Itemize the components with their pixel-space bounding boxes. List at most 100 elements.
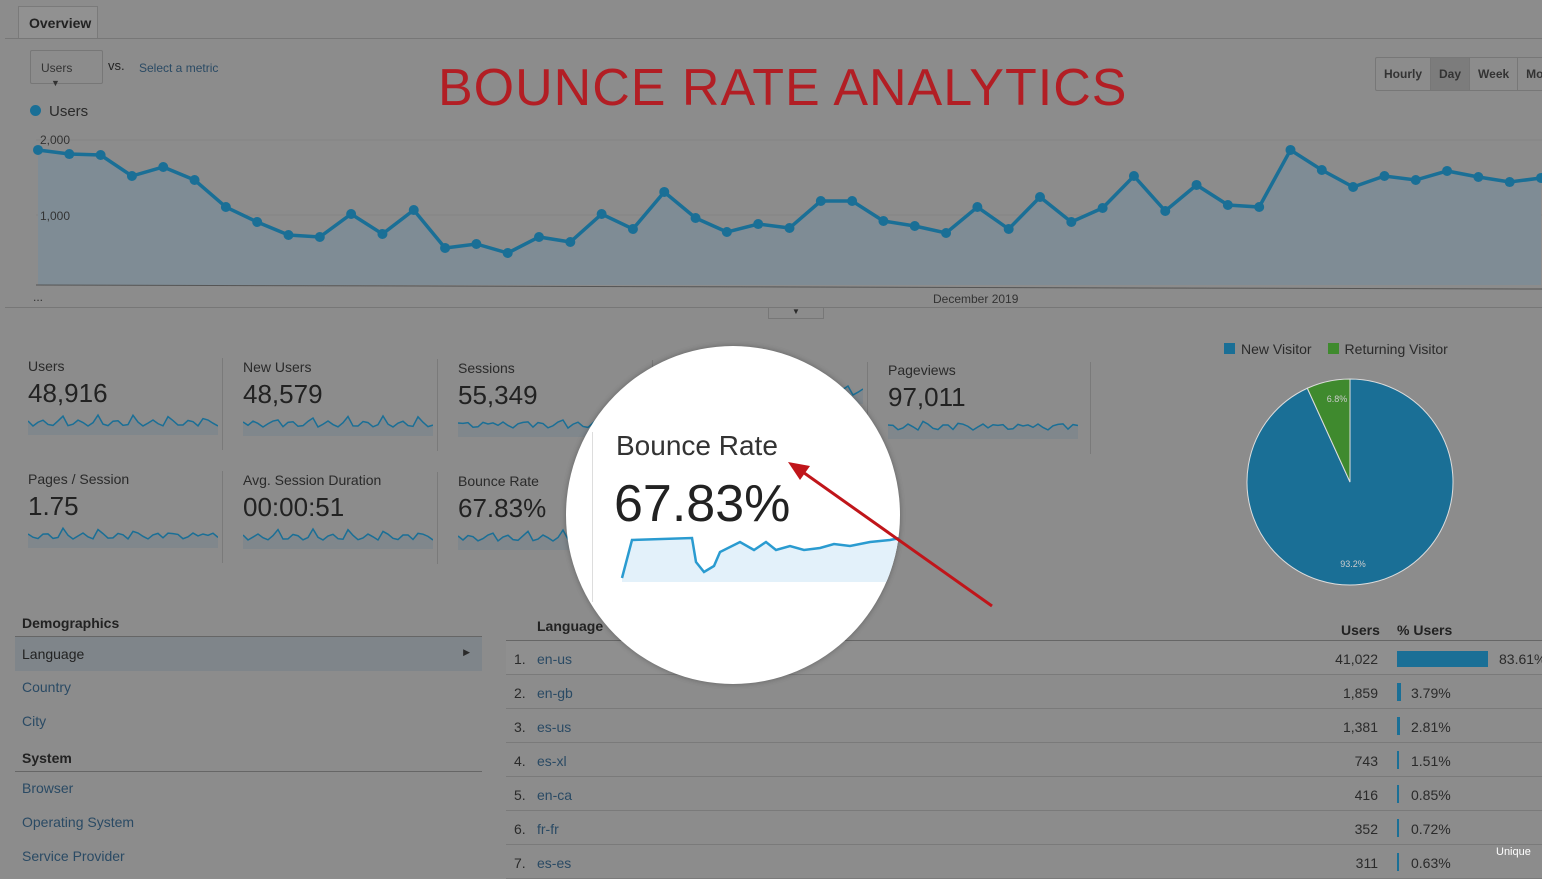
metric-select[interactable]: Users ▼ — [30, 50, 103, 88]
data-point[interactable] — [627, 224, 638, 234]
data-point[interactable] — [1191, 179, 1202, 190]
metric-new-users[interactable]: New Users 48,579 — [243, 359, 438, 451]
legend-square-icon — [1224, 343, 1235, 354]
data-point[interactable] — [314, 231, 325, 242]
data-point[interactable] — [1066, 217, 1077, 227]
data-point[interactable] — [252, 217, 263, 227]
data-point[interactable] — [126, 171, 137, 182]
select-metric-link[interactable]: Select a metric — [139, 61, 219, 75]
data-point[interactable] — [1254, 202, 1265, 213]
magnified-bounce-rate-label: Bounce Rate — [616, 430, 778, 461]
divider — [15, 771, 482, 772]
data-point[interactable] — [784, 223, 795, 234]
day-button[interactable]: Day — [1431, 58, 1471, 90]
data-point[interactable] — [596, 209, 607, 220]
data-point[interactable] — [1410, 175, 1421, 185]
divider — [5, 307, 1542, 308]
metric-pages-session[interactable]: Pages / Session 1.75 — [28, 471, 223, 563]
data-point[interactable] — [440, 242, 451, 253]
nav-browser[interactable]: Browser — [22, 780, 74, 796]
data-point[interactable] — [659, 186, 670, 197]
data-point[interactable] — [1504, 177, 1515, 188]
language-link[interactable]: es-us — [537, 719, 572, 735]
language-link[interactable]: en-ca — [537, 787, 573, 803]
data-point[interactable] — [158, 161, 169, 172]
metric-avg-session-duration[interactable]: Avg. Session Duration 00:00:51 — [243, 472, 438, 564]
data-point[interactable] — [909, 220, 920, 231]
headline: BOUNCE RATE ANALYTICS — [438, 59, 1128, 117]
data-point[interactable] — [1128, 171, 1139, 182]
data-point[interactable] — [1285, 144, 1296, 155]
users-value: 1,381 — [1342, 719, 1378, 735]
language-link[interactable]: en-us — [537, 651, 573, 667]
data-point[interactable] — [377, 228, 388, 239]
metric-sparkline — [28, 413, 218, 435]
metric-label: Users — [28, 358, 65, 374]
data-point[interactable] — [95, 150, 106, 161]
data-point[interactable] — [753, 219, 764, 230]
data-point[interactable] — [408, 205, 419, 216]
expand-chart-icon[interactable]: ▼ — [768, 307, 824, 319]
data-point[interactable] — [33, 144, 43, 155]
metric-users[interactable]: Users 48,916 — [28, 358, 223, 450]
data-point[interactable] — [1097, 203, 1108, 213]
data-point[interactable] — [972, 202, 983, 213]
data-point[interactable] — [1442, 165, 1453, 176]
data-point[interactable] — [847, 196, 858, 206]
data-point[interactable] — [1035, 192, 1045, 203]
row-index: 3. — [514, 719, 526, 735]
legend-dot-icon — [30, 105, 41, 116]
nav-language[interactable]: Language ▶ — [15, 637, 482, 671]
table-row: 6. fr-fr 352 0.72% — [506, 811, 1542, 845]
pie-slice-returning-visitor[interactable] — [1306, 378, 1351, 483]
data-point[interactable] — [565, 237, 576, 248]
metric-value: 48,579 — [243, 379, 323, 409]
data-point[interactable] — [941, 227, 952, 238]
data-point[interactable] — [1003, 224, 1014, 234]
data-point[interactable] — [878, 216, 889, 227]
language-link[interactable]: es-es — [537, 855, 572, 871]
users-value: 352 — [1354, 821, 1378, 837]
data-point[interactable] — [1222, 199, 1233, 210]
data-point[interactable] — [690, 213, 701, 224]
users-line-chart — [33, 139, 1542, 290]
data-point[interactable] — [283, 230, 294, 241]
data-point[interactable] — [64, 149, 75, 160]
data-point[interactable] — [1379, 171, 1390, 182]
data-point[interactable] — [1316, 164, 1327, 175]
pct-value: 0.85% — [1411, 787, 1451, 803]
week-button[interactable]: Week — [1470, 58, 1519, 90]
watermark: Unique — [1496, 846, 1531, 858]
data-point[interactable] — [471, 238, 482, 249]
hourly-button[interactable]: Hourly — [1376, 58, 1432, 90]
language-link[interactable]: fr-fr — [537, 821, 559, 837]
data-point[interactable] — [1473, 171, 1484, 182]
metric-sparkline — [243, 527, 433, 549]
data-point[interactable] — [815, 196, 826, 206]
tab-overview[interactable]: Overview — [18, 6, 98, 38]
data-point[interactable] — [346, 209, 357, 220]
nav-operating-system[interactable]: Operating System — [22, 814, 135, 830]
month-button[interactable]: Mon — [1518, 58, 1542, 90]
nav-city[interactable]: City — [22, 713, 47, 729]
x-label: December 2019 — [933, 292, 1019, 306]
row-index: 7. — [514, 855, 526, 871]
data-point[interactable] — [1536, 172, 1542, 183]
legend-label: New Visitor — [1241, 341, 1312, 357]
data-point[interactable] — [220, 202, 231, 213]
data-point[interactable] — [502, 248, 513, 259]
users-value: 41,022 — [1335, 651, 1378, 667]
row-index: 2. — [514, 685, 526, 701]
magnified-bounce-rate-value: 67.83% — [614, 475, 791, 533]
data-point[interactable] — [1160, 206, 1171, 217]
data-point[interactable] — [534, 231, 544, 242]
nav-country[interactable]: Country — [22, 679, 72, 695]
metric-value: 97,011 — [888, 382, 966, 412]
data-point[interactable] — [189, 175, 200, 185]
nav-service-provider[interactable]: Service Provider — [22, 848, 125, 864]
language-link[interactable]: en-gb — [537, 685, 573, 701]
language-link[interactable]: es-xl — [537, 753, 567, 769]
data-point[interactable] — [721, 227, 732, 238]
metric-pageviews[interactable]: Pageviews 97,011 — [888, 362, 1091, 454]
data-point[interactable] — [1348, 182, 1359, 192]
